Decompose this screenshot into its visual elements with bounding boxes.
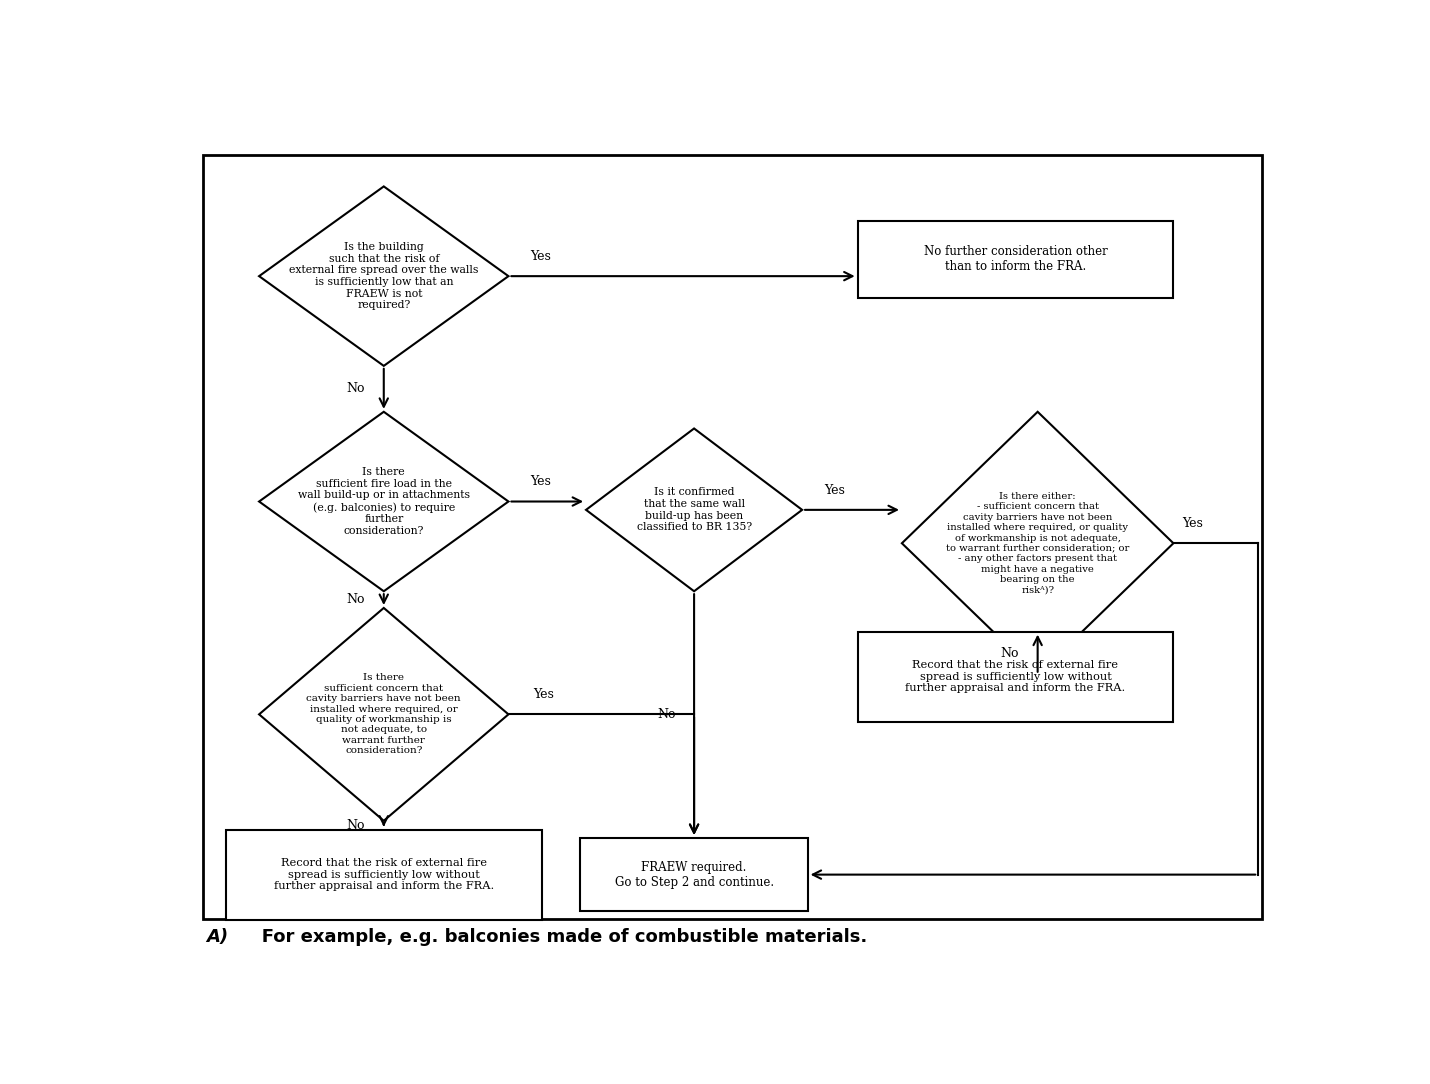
- Text: Is there
sufficient fire load in the
wall build-up or in attachments
(e.g. balco: Is there sufficient fire load in the wal…: [297, 467, 470, 535]
- Text: Is it confirmed
that the same wall
build-up has been
classified to BR 135?: Is it confirmed that the same wall build…: [636, 488, 752, 532]
- Text: Yes: Yes: [533, 688, 553, 701]
- Text: Yes: Yes: [531, 249, 552, 262]
- FancyBboxPatch shape: [858, 221, 1174, 298]
- Text: No: No: [1001, 647, 1020, 660]
- FancyBboxPatch shape: [203, 155, 1261, 919]
- Polygon shape: [259, 412, 509, 591]
- Text: No: No: [347, 593, 365, 606]
- Text: No: No: [658, 708, 675, 721]
- Text: Record that the risk of external fire
spread is sufficiently low without
further: Record that the risk of external fire sp…: [905, 660, 1125, 694]
- Text: No further consideration other
than to inform the FRA.: No further consideration other than to i…: [924, 245, 1107, 273]
- FancyBboxPatch shape: [226, 829, 542, 919]
- FancyBboxPatch shape: [858, 632, 1174, 722]
- Text: No: No: [347, 818, 365, 831]
- Text: Record that the risk of external fire
spread is sufficiently low without
further: Record that the risk of external fire sp…: [273, 859, 493, 891]
- Polygon shape: [259, 186, 509, 366]
- Text: For example, e.g. balconies made of combustible materials.: For example, e.g. balconies made of comb…: [243, 928, 867, 946]
- Text: Is there either:
- sufficient concern that
cavity barriers have not been
install: Is there either: - sufficient concern th…: [947, 492, 1130, 594]
- FancyBboxPatch shape: [581, 838, 808, 912]
- Text: No: No: [347, 383, 365, 396]
- Polygon shape: [259, 608, 509, 821]
- Text: Yes: Yes: [1183, 517, 1203, 530]
- Text: FRAEW required.
Go to Step 2 and continue.: FRAEW required. Go to Step 2 and continu…: [615, 861, 774, 889]
- Text: Yes: Yes: [531, 475, 552, 488]
- Text: A): A): [206, 928, 229, 946]
- Text: Is there
sufficient concern that
cavity barriers have not been
installed where r: Is there sufficient concern that cavity …: [306, 673, 460, 756]
- Text: Yes: Yes: [824, 483, 845, 496]
- Text: Is the building
such that the risk of
external fire spread over the walls
is suf: Is the building such that the risk of ex…: [289, 242, 479, 310]
- Polygon shape: [586, 428, 802, 591]
- Polygon shape: [902, 412, 1174, 674]
